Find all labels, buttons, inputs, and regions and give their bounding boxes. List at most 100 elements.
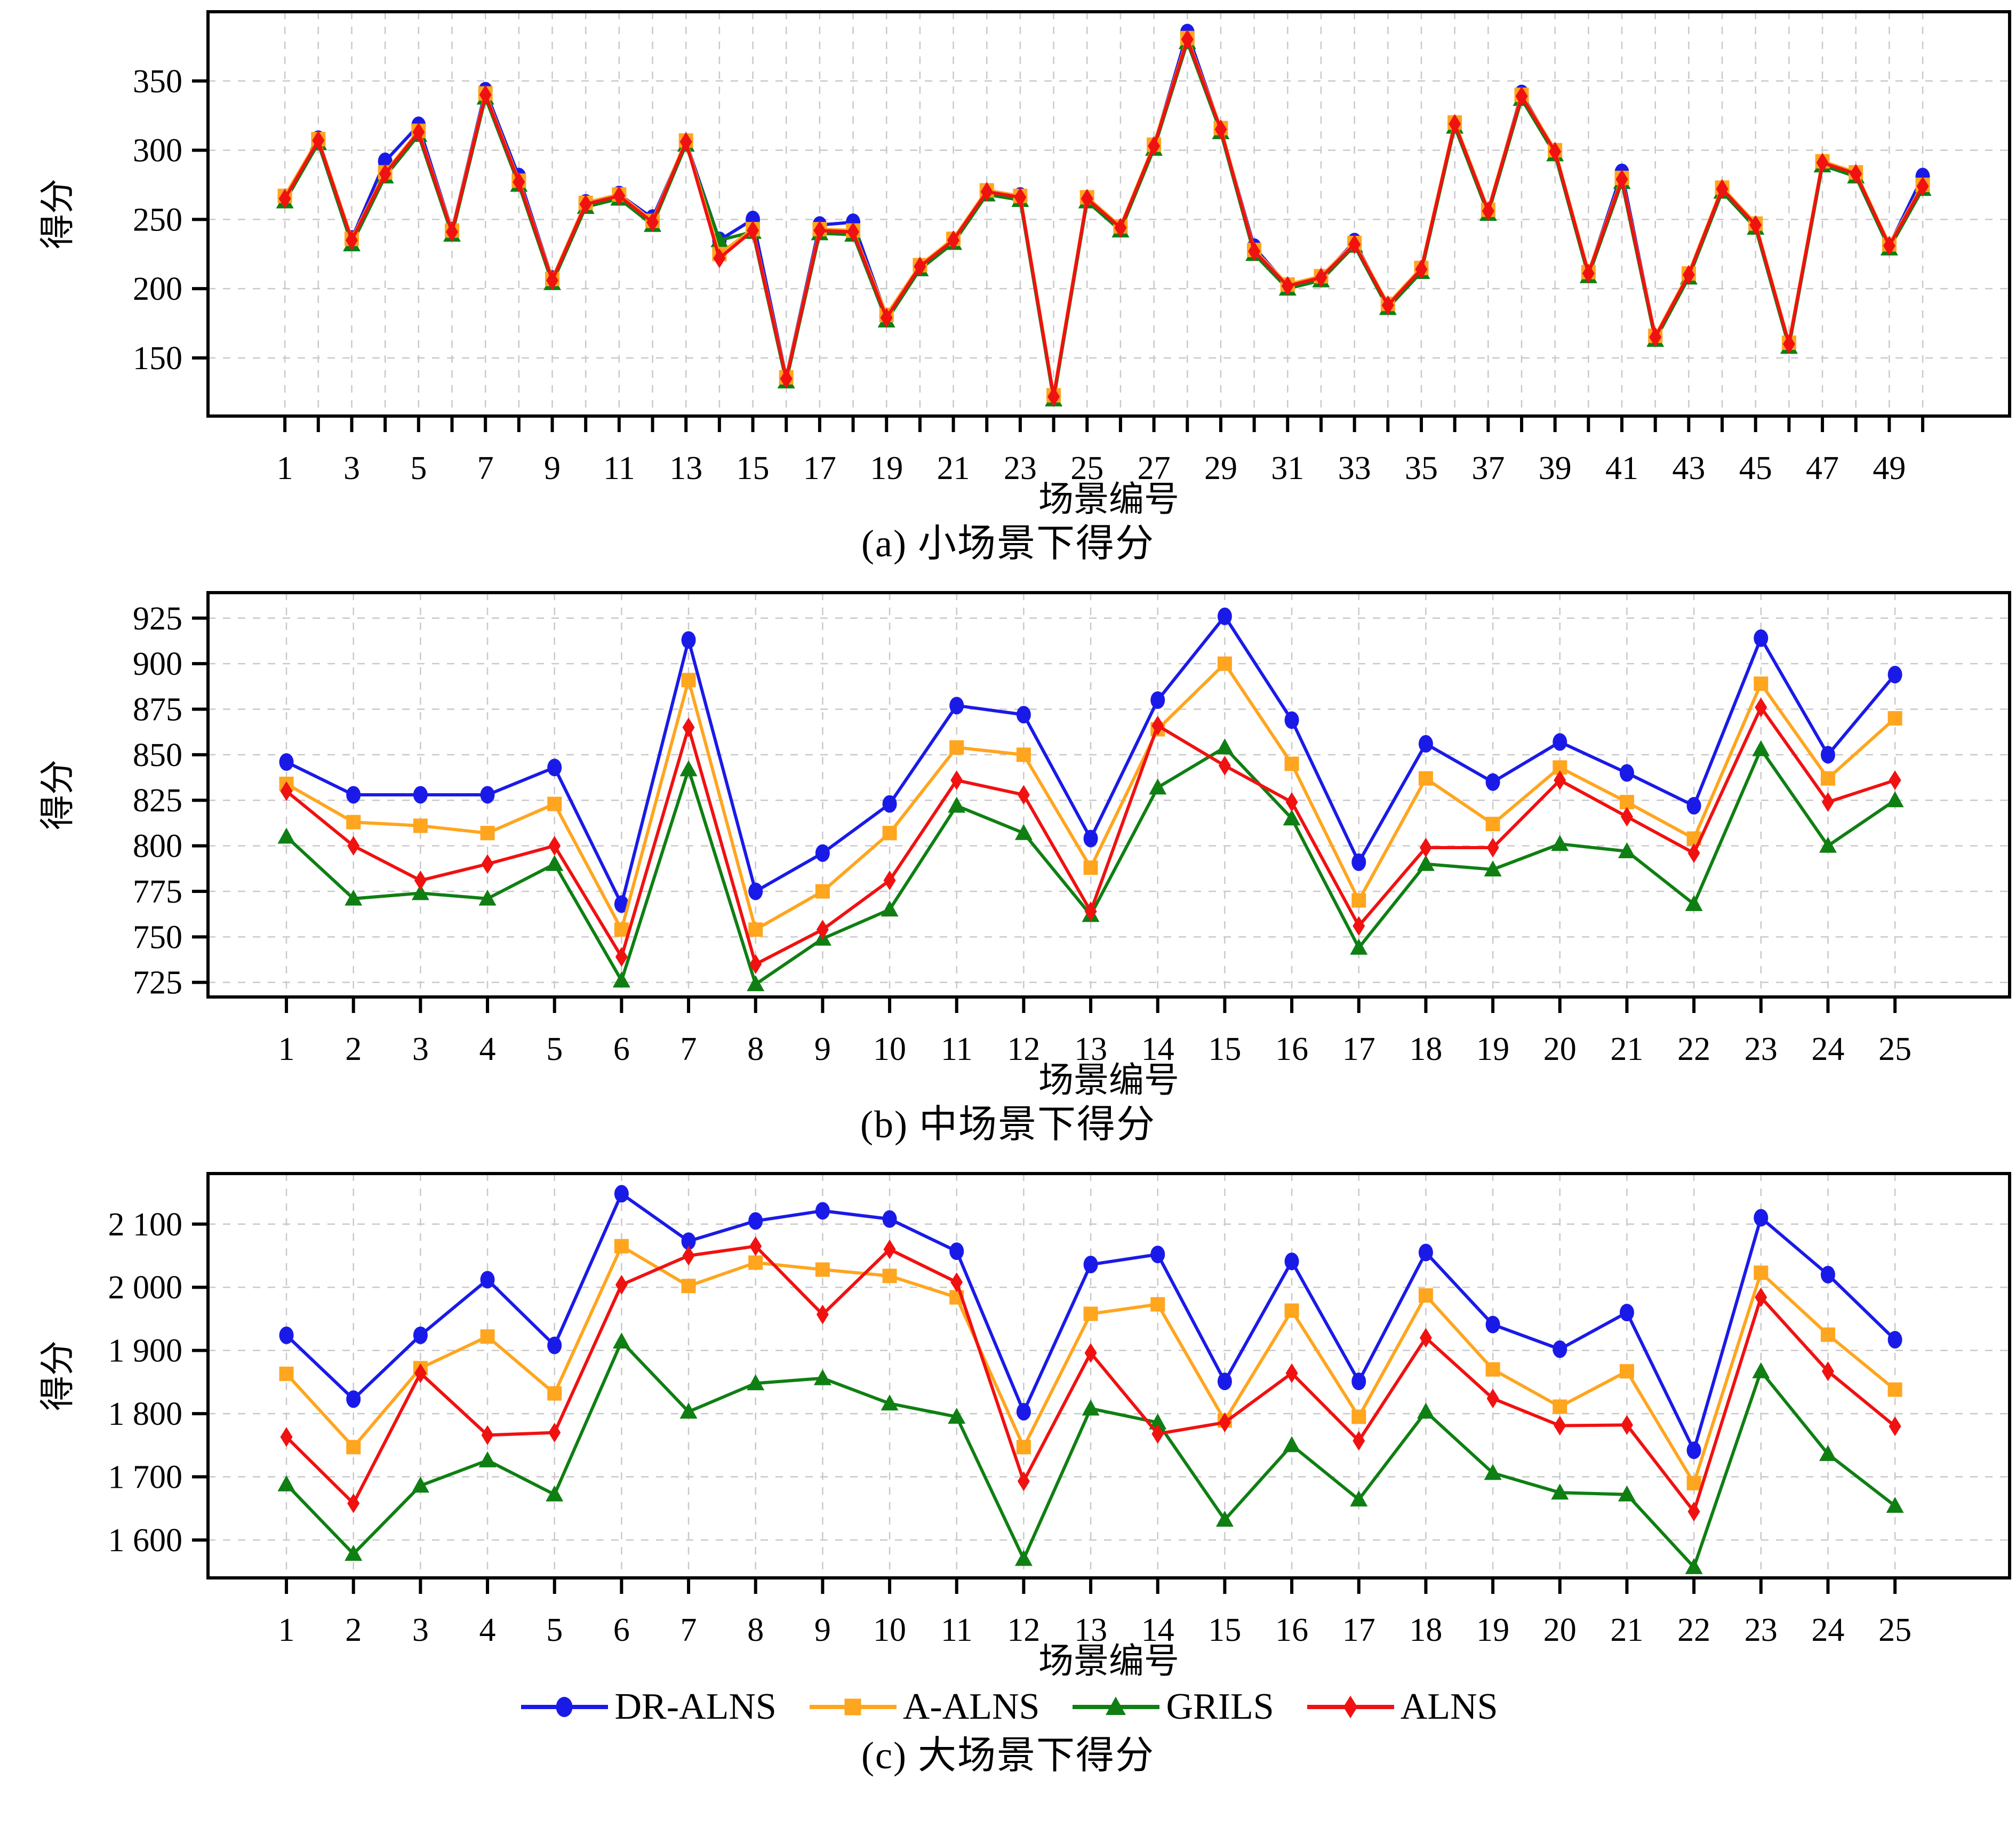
legend-item-dr-alns: DR-ALNS (518, 1686, 777, 1728)
alns-legend-marker-icon (1304, 1688, 1397, 1726)
legend: DR-ALNS A-ALNS GRILS ALNS (0, 1686, 2016, 1728)
svg-text:725: 725 (133, 964, 182, 1001)
svg-text:17: 17 (1342, 1612, 1375, 1648)
svg-text:21: 21 (1610, 1031, 1643, 1067)
svg-text:场景编号: 场景编号 (1038, 1061, 1179, 1097)
svg-text:15: 15 (1208, 1612, 1241, 1648)
svg-text:21: 21 (937, 450, 970, 486)
svg-text:1 900: 1 900 (108, 1333, 183, 1369)
svg-text:150: 150 (133, 340, 182, 377)
svg-text:200: 200 (133, 271, 182, 307)
svg-text:35: 35 (1405, 450, 1438, 486)
svg-text:19: 19 (870, 450, 903, 486)
svg-text:31: 31 (1271, 450, 1304, 486)
svg-text:得分: 得分 (38, 1341, 77, 1411)
svg-text:11: 11 (941, 1612, 973, 1648)
svg-text:4: 4 (479, 1612, 496, 1648)
svg-text:875: 875 (133, 691, 182, 728)
svg-text:16: 16 (1275, 1031, 1308, 1067)
panel-small-scenario: 150 200 250 300 350 1 3 5 7 9 11 13 15 17 19 21 23 25 27 29… (0, 4, 2016, 566)
svg-text:9: 9 (544, 450, 561, 486)
svg-text:41: 41 (1605, 450, 1638, 486)
legend-label-dr-alns: DR-ALNS (614, 1686, 777, 1727)
legend-item-grils: GRILS (1069, 1686, 1274, 1728)
svg-text:7: 7 (681, 1612, 697, 1648)
svg-text:19: 19 (1476, 1031, 1509, 1067)
svg-text:49: 49 (1873, 450, 1906, 486)
svg-text:5: 5 (546, 1031, 563, 1067)
svg-text:3: 3 (343, 450, 360, 486)
svg-text:24: 24 (1811, 1031, 1844, 1067)
svg-text:350: 350 (133, 63, 182, 100)
svg-text:场景编号: 场景编号 (1038, 1642, 1179, 1678)
svg-text:1 800: 1 800 (108, 1396, 183, 1432)
grils-legend-marker-icon (1069, 1688, 1163, 1726)
svg-text:9: 9 (814, 1612, 831, 1648)
svg-text:24: 24 (1811, 1612, 1844, 1648)
svg-text:13: 13 (1074, 1612, 1107, 1648)
svg-text:300: 300 (133, 133, 182, 169)
svg-text:20: 20 (1543, 1612, 1577, 1648)
svg-text:23: 23 (1004, 450, 1037, 486)
svg-text:15: 15 (1208, 1031, 1241, 1067)
legend-label-grils: GRILS (1166, 1686, 1274, 1727)
legend-label-alns: ALNS (1400, 1686, 1498, 1727)
svg-text:11: 11 (941, 1031, 973, 1067)
svg-text:23: 23 (1745, 1031, 1778, 1067)
svg-text:12: 12 (1007, 1031, 1040, 1067)
svg-text:250: 250 (133, 202, 182, 238)
svg-text:1: 1 (278, 1031, 295, 1067)
svg-text:7: 7 (681, 1031, 697, 1067)
svg-text:13: 13 (669, 450, 702, 486)
svg-text:得分: 得分 (38, 760, 77, 830)
svg-text:775: 775 (133, 874, 182, 910)
svg-text:17: 17 (803, 450, 836, 486)
svg-text:20: 20 (1543, 1031, 1577, 1067)
svg-text:22: 22 (1677, 1612, 1710, 1648)
svg-text:9: 9 (814, 1031, 831, 1067)
svg-text:22: 22 (1677, 1031, 1710, 1067)
svg-text:7: 7 (477, 450, 494, 486)
a-alns-legend-marker-icon (806, 1688, 900, 1726)
svg-text:15: 15 (737, 450, 770, 486)
svg-text:10: 10 (873, 1612, 906, 1648)
svg-text:8: 8 (747, 1612, 764, 1648)
svg-text:得分: 得分 (38, 179, 77, 249)
svg-text:18: 18 (1409, 1031, 1442, 1067)
svg-text:13: 13 (1074, 1031, 1107, 1067)
dr-alns-legend-marker-icon (518, 1688, 611, 1726)
svg-text:25: 25 (1878, 1612, 1911, 1648)
svg-text:16: 16 (1275, 1612, 1308, 1648)
svg-text:800: 800 (133, 828, 182, 864)
svg-text:18: 18 (1409, 1612, 1442, 1648)
svg-text:27: 27 (1138, 450, 1171, 486)
svg-text:1 600: 1 600 (108, 1522, 183, 1559)
legend-item-alns: ALNS (1304, 1686, 1498, 1728)
svg-text:825: 825 (133, 783, 182, 819)
svg-text:21: 21 (1610, 1612, 1643, 1648)
svg-text:47: 47 (1806, 450, 1839, 486)
caption-chart-c: (c) 大场景下得分 (861, 1734, 1155, 1777)
svg-text:925: 925 (133, 601, 182, 637)
svg-text:6: 6 (613, 1612, 630, 1648)
svg-text:1: 1 (277, 450, 293, 486)
panel-large-scenario: 1 600 1 700 1 800 1 900 2 000 2 100 1 2 3 4 5 6 7 8 9 1… (0, 1166, 2016, 1778)
svg-text:45: 45 (1739, 450, 1772, 486)
panel-medium-scenario: 725 750 775 800 825 850 875 900 925 1 2 3 4 5 6 7 8 9 10 11… (0, 585, 2016, 1147)
caption-chart-a: (a) 小场景下得分 (861, 522, 1155, 565)
svg-text:8: 8 (747, 1031, 764, 1067)
svg-text:场景编号: 场景编号 (1038, 480, 1179, 516)
svg-text:43: 43 (1672, 450, 1705, 486)
svg-text:1 700: 1 700 (108, 1459, 183, 1495)
legend-item-a-alns: A-ALNS (806, 1686, 1039, 1728)
svg-text:1: 1 (278, 1612, 295, 1648)
svg-text:14: 14 (1141, 1031, 1174, 1067)
svg-text:4: 4 (479, 1031, 496, 1067)
svg-text:2: 2 (345, 1612, 362, 1648)
svg-text:750: 750 (133, 919, 182, 955)
svg-text:850: 850 (133, 737, 182, 773)
svg-text:25: 25 (1070, 450, 1103, 486)
svg-text:5: 5 (546, 1612, 563, 1648)
